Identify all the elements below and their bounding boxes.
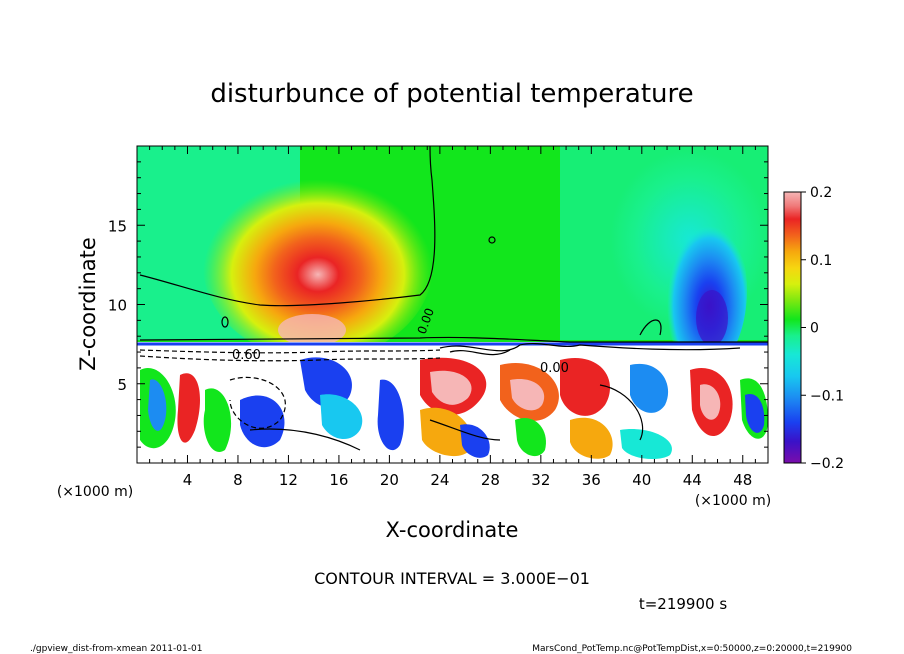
x-tick-label: 40 <box>632 471 651 489</box>
footer-right: MarsCond_PotTemp.nc@PotTempDist,x=0:5000… <box>532 644 852 654</box>
y-tick-label: 10 <box>108 297 127 315</box>
y-axis-label: Z-coordinate <box>76 237 100 371</box>
y-tick-label: 5 <box>117 376 127 394</box>
mixed-layer-eddies <box>140 357 768 460</box>
colorbar-tick-label: −0.2 <box>810 456 844 472</box>
colorbar-ticks: 0.2 0.1 0 −0.1 −0.2 <box>801 185 844 472</box>
x-tick-label: 48 <box>733 471 752 489</box>
cold-anomaly-core <box>696 290 728 346</box>
x-tick-label: 8 <box>233 471 243 489</box>
x-tick-label: 12 <box>279 471 298 489</box>
x-tick-label: 24 <box>430 471 449 489</box>
x-tick-label: 16 <box>329 471 348 489</box>
field-mid-green-band <box>420 146 600 340</box>
heatmap-field: 0.60 0.00 0.00 <box>137 146 768 463</box>
x-tick-label: 28 <box>481 471 500 489</box>
colorbar-tick-label: 0.1 <box>810 253 832 269</box>
chart-title: disturbunce of potential temperature <box>210 79 693 109</box>
warm-anomaly-core <box>278 314 346 346</box>
y-axis: 5 10 15 <box>108 161 768 448</box>
x-tick-label: 20 <box>380 471 399 489</box>
time-stamp: t=219900 s <box>639 595 727 613</box>
x-unit-label: (×1000 m) <box>695 493 771 509</box>
contour-label-3: 0.00 <box>540 361 569 376</box>
contour-lines <box>139 146 768 451</box>
warm-anomaly <box>203 170 433 360</box>
x-tick-label: 44 <box>683 471 702 489</box>
y-tick-label: 15 <box>108 217 127 235</box>
y-unit-label: (×1000 m) <box>57 484 133 500</box>
x-tick-label: 32 <box>531 471 550 489</box>
contour-interval: CONTOUR INTERVAL = 3.000E−01 <box>314 569 590 588</box>
footer-left: ./gpview_dist-from-xmean 2011-01-01 <box>30 644 202 654</box>
colorbar-tick-label: 0.2 <box>810 185 832 201</box>
x-tick-label: 4 <box>183 471 193 489</box>
colorbar-tick-label: −0.1 <box>810 388 844 404</box>
contour-label-1: 0.60 <box>232 348 261 363</box>
colorbar-tick-label: 0 <box>810 321 819 337</box>
x-axis: 4 8 12 16 20 24 28 32 36 40 44 48 <box>149 146 756 489</box>
colorbar <box>783 191 802 464</box>
x-axis-label: X-coordinate <box>386 518 519 542</box>
x-tick-label: 36 <box>582 471 601 489</box>
